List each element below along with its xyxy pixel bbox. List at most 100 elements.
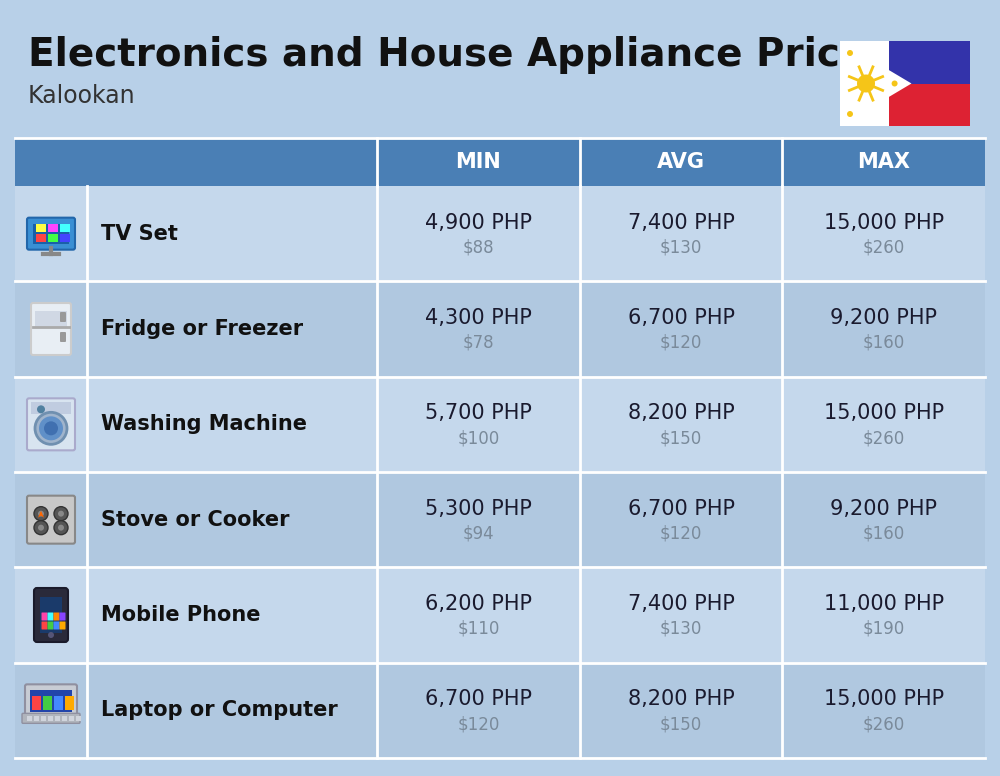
Circle shape [54,521,68,535]
Bar [27,716,32,722]
FancyBboxPatch shape [22,713,80,723]
Text: MAX: MAX [857,152,910,172]
Text: $150: $150 [660,429,702,447]
Bar [31,402,71,414]
Text: 8,200 PHP: 8,200 PHP [628,689,734,709]
Text: 8,200 PHP: 8,200 PHP [628,404,734,424]
Bar [48,716,53,722]
Text: 5,300 PHP: 5,300 PHP [425,499,532,518]
Text: Kalookan: Kalookan [28,84,136,108]
FancyBboxPatch shape [42,622,48,629]
Text: Laptop or Computer: Laptop or Computer [101,700,338,720]
FancyBboxPatch shape [840,41,970,126]
Text: 6,200 PHP: 6,200 PHP [425,594,532,614]
FancyBboxPatch shape [27,398,75,450]
Bar [76,716,81,722]
Circle shape [58,525,64,531]
FancyBboxPatch shape [54,612,60,621]
Bar [60,223,70,232]
Text: $130: $130 [660,620,702,638]
Circle shape [34,507,48,521]
Bar [889,84,970,126]
Circle shape [37,405,45,414]
Bar [36,223,46,232]
Text: $94: $94 [463,525,494,542]
Bar [15,663,985,758]
Text: 9,200 PHP: 9,200 PHP [830,499,937,518]
Text: Fridge or Freezer: Fridge or Freezer [101,319,303,339]
Bar [62,716,67,722]
Text: Washing Machine: Washing Machine [101,414,307,435]
Bar [34,716,39,722]
Text: 15,000 PHP: 15,000 PHP [824,213,944,233]
Circle shape [44,421,58,435]
Bar [30,691,72,712]
Text: 4,300 PHP: 4,300 PHP [425,308,532,328]
Bar [41,716,46,722]
FancyBboxPatch shape [48,622,54,629]
Bar [65,696,74,710]
FancyBboxPatch shape [25,684,77,716]
FancyBboxPatch shape [54,622,60,629]
Text: Electronics and House Appliance Prices: Electronics and House Appliance Prices [28,36,889,74]
Bar [889,41,970,84]
Bar [15,472,985,567]
Text: TV Set: TV Set [101,223,178,244]
Circle shape [847,111,853,117]
Bar [15,567,985,663]
Text: 6,700 PHP: 6,700 PHP [628,499,734,518]
Text: $88: $88 [463,239,494,257]
Bar [60,234,70,241]
FancyBboxPatch shape [60,312,66,322]
Circle shape [38,525,44,531]
Text: $150: $150 [660,715,702,733]
Text: MIN: MIN [455,152,501,172]
Text: $120: $120 [457,715,500,733]
Bar [36,234,46,241]
Text: $130: $130 [660,239,702,257]
Circle shape [847,50,853,56]
Text: 11,000 PHP: 11,000 PHP [824,594,944,614]
Bar [54,696,63,710]
FancyBboxPatch shape [34,588,68,642]
Text: $100: $100 [457,429,499,447]
Text: $78: $78 [463,334,494,352]
Text: $260: $260 [863,715,905,733]
Text: 15,000 PHP: 15,000 PHP [824,689,944,709]
Bar [55,716,60,722]
Polygon shape [840,41,912,126]
Circle shape [58,511,64,517]
FancyBboxPatch shape [27,496,75,544]
Bar [35,311,67,327]
Text: $260: $260 [863,429,905,447]
Bar [32,696,41,710]
Text: $160: $160 [863,525,905,542]
Circle shape [35,412,67,445]
Text: $260: $260 [863,239,905,257]
Text: 6,700 PHP: 6,700 PHP [425,689,532,709]
FancyBboxPatch shape [60,612,66,621]
Circle shape [892,81,898,86]
FancyBboxPatch shape [60,622,66,629]
FancyBboxPatch shape [27,217,75,250]
Bar [33,223,69,244]
Text: $120: $120 [660,334,702,352]
Circle shape [48,632,54,638]
Circle shape [54,507,68,521]
Bar [15,376,985,472]
Circle shape [34,521,48,535]
Bar [69,716,74,722]
Text: $110: $110 [457,620,500,638]
Text: Mobile Phone: Mobile Phone [101,605,260,625]
FancyBboxPatch shape [60,332,66,342]
Text: 7,400 PHP: 7,400 PHP [628,594,734,614]
Text: $120: $120 [660,525,702,542]
Text: AVG: AVG [657,152,705,172]
FancyBboxPatch shape [31,303,71,355]
Bar [15,186,985,282]
Circle shape [39,417,63,440]
Circle shape [38,511,44,517]
Polygon shape [38,511,44,518]
Bar [48,223,58,232]
Bar [43,696,52,710]
